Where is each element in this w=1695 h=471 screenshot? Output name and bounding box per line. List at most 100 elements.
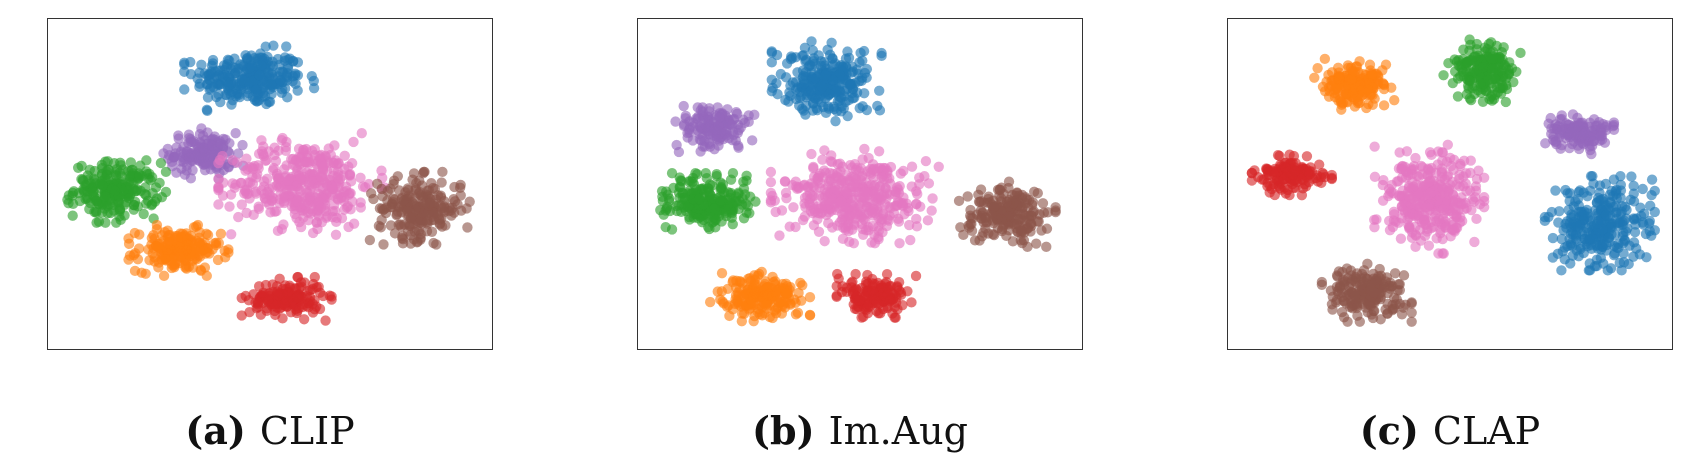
point-green xyxy=(1500,96,1512,108)
point-blue xyxy=(1646,189,1657,201)
point-pink xyxy=(273,173,284,184)
point-red xyxy=(277,313,288,324)
point-red xyxy=(1249,165,1260,176)
point-blue xyxy=(250,86,261,97)
point-brown xyxy=(1041,241,1052,252)
point-green xyxy=(675,181,686,193)
point-pink xyxy=(1471,213,1482,225)
point-blue xyxy=(1635,202,1646,213)
point-pink xyxy=(1422,226,1433,237)
point-orange xyxy=(737,299,748,310)
point-green xyxy=(156,192,168,203)
point-purple xyxy=(1549,136,1561,148)
point-green xyxy=(700,167,711,179)
point-pink xyxy=(241,153,252,164)
point-green xyxy=(109,185,120,197)
point-blue xyxy=(807,97,819,109)
point-blue xyxy=(1573,200,1584,211)
point-purple xyxy=(198,152,209,163)
point-blue xyxy=(1626,171,1637,182)
point-brown xyxy=(372,178,383,189)
point-blue xyxy=(261,98,272,110)
point-pink xyxy=(233,211,244,223)
point-pink xyxy=(836,195,847,207)
point-purple xyxy=(1556,124,1568,135)
point-green xyxy=(1487,54,1498,65)
point-red xyxy=(299,277,310,288)
point-orange xyxy=(146,232,158,244)
point-brown xyxy=(1316,279,1328,290)
point-blue xyxy=(1619,234,1630,246)
point-blue xyxy=(1629,214,1640,225)
point-pink xyxy=(933,161,944,172)
caption-label-imaug: Im.Aug xyxy=(828,409,968,453)
point-red xyxy=(1265,180,1276,192)
point-pink xyxy=(1399,206,1411,218)
point-green xyxy=(1449,54,1460,65)
point-orange xyxy=(174,242,186,253)
caption-tag-b: (b) xyxy=(752,408,815,453)
point-pink xyxy=(1369,222,1380,233)
point-pink xyxy=(295,221,307,233)
point-blue xyxy=(1634,249,1646,260)
point-orange xyxy=(704,296,716,308)
point-pink xyxy=(825,156,836,167)
point-pink xyxy=(867,207,878,218)
point-brown xyxy=(1375,314,1386,325)
point-green xyxy=(714,195,726,206)
point-green xyxy=(745,191,756,202)
point-pink xyxy=(927,193,938,204)
point-pink xyxy=(823,217,834,229)
point-red xyxy=(871,295,882,307)
point-red xyxy=(1289,165,1300,177)
point-pink xyxy=(239,184,250,196)
point-pink xyxy=(837,161,848,172)
point-pink xyxy=(885,202,896,214)
point-green xyxy=(160,166,172,178)
point-blue xyxy=(185,56,196,68)
point-brown xyxy=(1389,268,1401,279)
point-green xyxy=(1500,73,1512,84)
point-pink xyxy=(911,213,922,225)
point-pink xyxy=(860,177,872,188)
point-orange xyxy=(162,237,173,249)
point-pink xyxy=(241,207,252,219)
point-purple xyxy=(1608,124,1620,135)
point-blue xyxy=(236,74,248,86)
point-brown xyxy=(996,224,1008,235)
point-red xyxy=(313,281,324,293)
point-pink xyxy=(265,207,276,218)
point-blue xyxy=(201,104,213,115)
cluster-purple xyxy=(670,100,760,158)
point-pink xyxy=(873,200,885,211)
point-green xyxy=(733,187,744,198)
point-brown xyxy=(1025,210,1037,221)
point-blue xyxy=(223,79,234,91)
point-blue xyxy=(226,99,237,110)
point-purple xyxy=(695,146,706,157)
point-green xyxy=(155,157,167,169)
caption-clip: (a) CLIP xyxy=(47,408,493,453)
point-blue xyxy=(846,61,858,72)
point-purple xyxy=(743,116,754,128)
point-blue xyxy=(1578,187,1589,198)
point-pink xyxy=(1444,152,1456,164)
point-blue xyxy=(829,58,841,69)
point-orange xyxy=(752,270,763,281)
point-orange xyxy=(804,309,816,321)
point-red xyxy=(267,301,278,312)
point-blue xyxy=(1615,208,1626,220)
point-orange xyxy=(1309,72,1320,83)
point-pink xyxy=(1377,195,1389,206)
point-brown xyxy=(373,220,385,232)
caption-tag-a: (a) xyxy=(185,408,246,453)
point-orange xyxy=(781,288,792,300)
point-green xyxy=(1485,91,1497,102)
point-pink xyxy=(1473,165,1484,176)
point-purple xyxy=(682,132,693,143)
point-blue xyxy=(842,46,853,57)
point-red xyxy=(1296,190,1308,201)
point-red xyxy=(833,273,844,284)
cluster-brown xyxy=(953,176,1061,252)
point-brown xyxy=(1352,310,1363,321)
